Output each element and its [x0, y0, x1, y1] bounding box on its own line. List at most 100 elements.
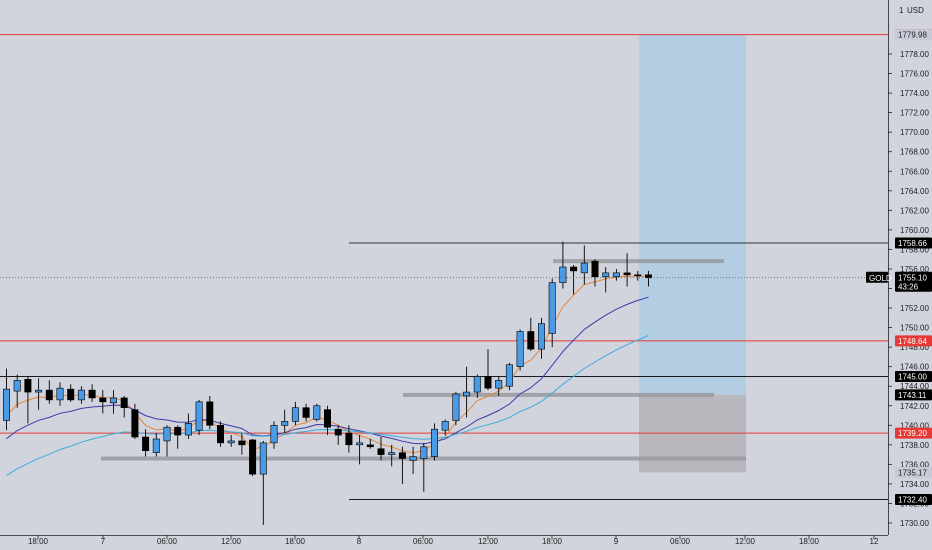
candle[interactable] — [537, 317, 545, 359]
candle[interactable] — [377, 437, 385, 461]
candle[interactable] — [409, 446, 417, 475]
candle[interactable] — [13, 374, 21, 408]
candle-body — [35, 389, 43, 393]
time-tick-label: 12:00 — [221, 537, 242, 546]
candle[interactable] — [495, 376, 503, 396]
candle[interactable] — [174, 425, 182, 449]
candle[interactable] — [313, 403, 321, 422]
candle[interactable] — [2, 368, 11, 431]
candle[interactable] — [88, 384, 96, 402]
price-tick-label: 1748.00 — [900, 343, 929, 352]
candle[interactable] — [634, 270, 642, 281]
price-tick-label: 1770.00 — [900, 128, 929, 137]
candle[interactable] — [356, 435, 364, 465]
candle[interactable] — [527, 317, 535, 352]
candle-body — [206, 401, 214, 426]
candle[interactable] — [591, 259, 599, 287]
position-profit-zone[interactable] — [639, 34, 746, 395]
price-axis[interactable]: 1730.001732.001734.001736.001738.001740.… — [888, 0, 929, 535]
candle-body — [495, 380, 503, 389]
candle-body — [142, 436, 150, 451]
candle[interactable] — [334, 425, 342, 445]
candle[interactable] — [56, 382, 64, 406]
candle[interactable] — [291, 401, 299, 426]
candle[interactable] — [110, 390, 118, 414]
candle-body — [334, 428, 342, 436]
resistance-zone-upper[interactable] — [553, 259, 724, 264]
candle[interactable] — [77, 386, 85, 404]
candle[interactable] — [238, 433, 246, 455]
candle-body — [174, 426, 182, 436]
candle-body — [356, 442, 364, 446]
candle-body — [249, 439, 257, 475]
candlesticks[interactable] — [2, 241, 652, 525]
candle[interactable] — [281, 409, 289, 434]
candle[interactable] — [366, 438, 374, 449]
time-tick-label: 06:00 — [670, 537, 691, 546]
candle[interactable] — [473, 374, 481, 398]
entry-zone[interactable] — [403, 392, 714, 397]
svg-text:1739.20: 1739.20 — [898, 429, 927, 438]
candle[interactable] — [548, 278, 556, 348]
price-tick-label: 1740.00 — [900, 421, 929, 430]
candle[interactable] — [388, 444, 396, 467]
candle[interactable] — [270, 421, 278, 449]
candle[interactable] — [570, 265, 578, 295]
time-tick-label: 06:00 — [413, 537, 434, 546]
candle[interactable] — [120, 395, 128, 418]
candle[interactable] — [217, 421, 225, 447]
time-tick-label: 9 — [614, 537, 619, 546]
time-tick-label: 12:00 — [735, 537, 756, 546]
candle[interactable] — [131, 403, 139, 439]
candle[interactable] — [195, 399, 203, 436]
candle[interactable] — [24, 376, 32, 424]
candle-body — [377, 448, 385, 455]
candle[interactable] — [463, 366, 471, 418]
candle[interactable] — [45, 380, 53, 404]
candle[interactable] — [430, 423, 438, 461]
candle[interactable] — [602, 267, 610, 293]
candle[interactable] — [398, 446, 406, 484]
price-tick-label: 1778.00 — [900, 50, 929, 59]
candle[interactable] — [259, 440, 267, 525]
candle[interactable] — [345, 425, 353, 453]
price-tick-label: 1752.00 — [900, 304, 929, 313]
candle[interactable] — [559, 241, 567, 289]
candle[interactable] — [441, 419, 449, 436]
candle-body — [548, 282, 556, 334]
candle[interactable] — [142, 429, 150, 457]
candle-body — [388, 452, 396, 455]
position-loss-zone[interactable] — [639, 394, 746, 473]
svg-text:1745.00: 1745.00 — [898, 372, 927, 381]
candle[interactable] — [227, 435, 235, 447]
candle[interactable] — [612, 268, 620, 281]
candle[interactable] — [516, 329, 524, 371]
candle[interactable] — [249, 438, 257, 477]
candle[interactable] — [99, 390, 107, 414]
candle[interactable] — [623, 253, 631, 287]
candle[interactable] — [420, 442, 428, 492]
candle[interactable] — [184, 413, 192, 439]
candle[interactable] — [302, 403, 310, 422]
candle[interactable] — [163, 425, 171, 457]
price-tick-label: 1768.00 — [900, 148, 929, 157]
candle[interactable] — [152, 433, 160, 457]
candle-body — [13, 380, 21, 392]
candle-body — [634, 274, 642, 277]
candle[interactable] — [580, 245, 588, 285]
candle-body — [99, 397, 107, 403]
candle[interactable] — [452, 392, 460, 426]
candle[interactable] — [505, 362, 513, 391]
time-axis[interactable]: 18:00 7 06:00 12:00 18:00 8 06:00 12:00 18:00 9 06… — [0, 535, 888, 546]
candle[interactable] — [484, 349, 492, 391]
candle[interactable] — [35, 378, 43, 410]
candle-body — [612, 272, 620, 278]
horizontal-levels[interactable] — [0, 34, 888, 500]
candle[interactable] — [323, 405, 331, 436]
position-tool[interactable] — [639, 34, 746, 473]
candle[interactable] — [67, 384, 75, 402]
candle[interactable] — [206, 395, 214, 430]
